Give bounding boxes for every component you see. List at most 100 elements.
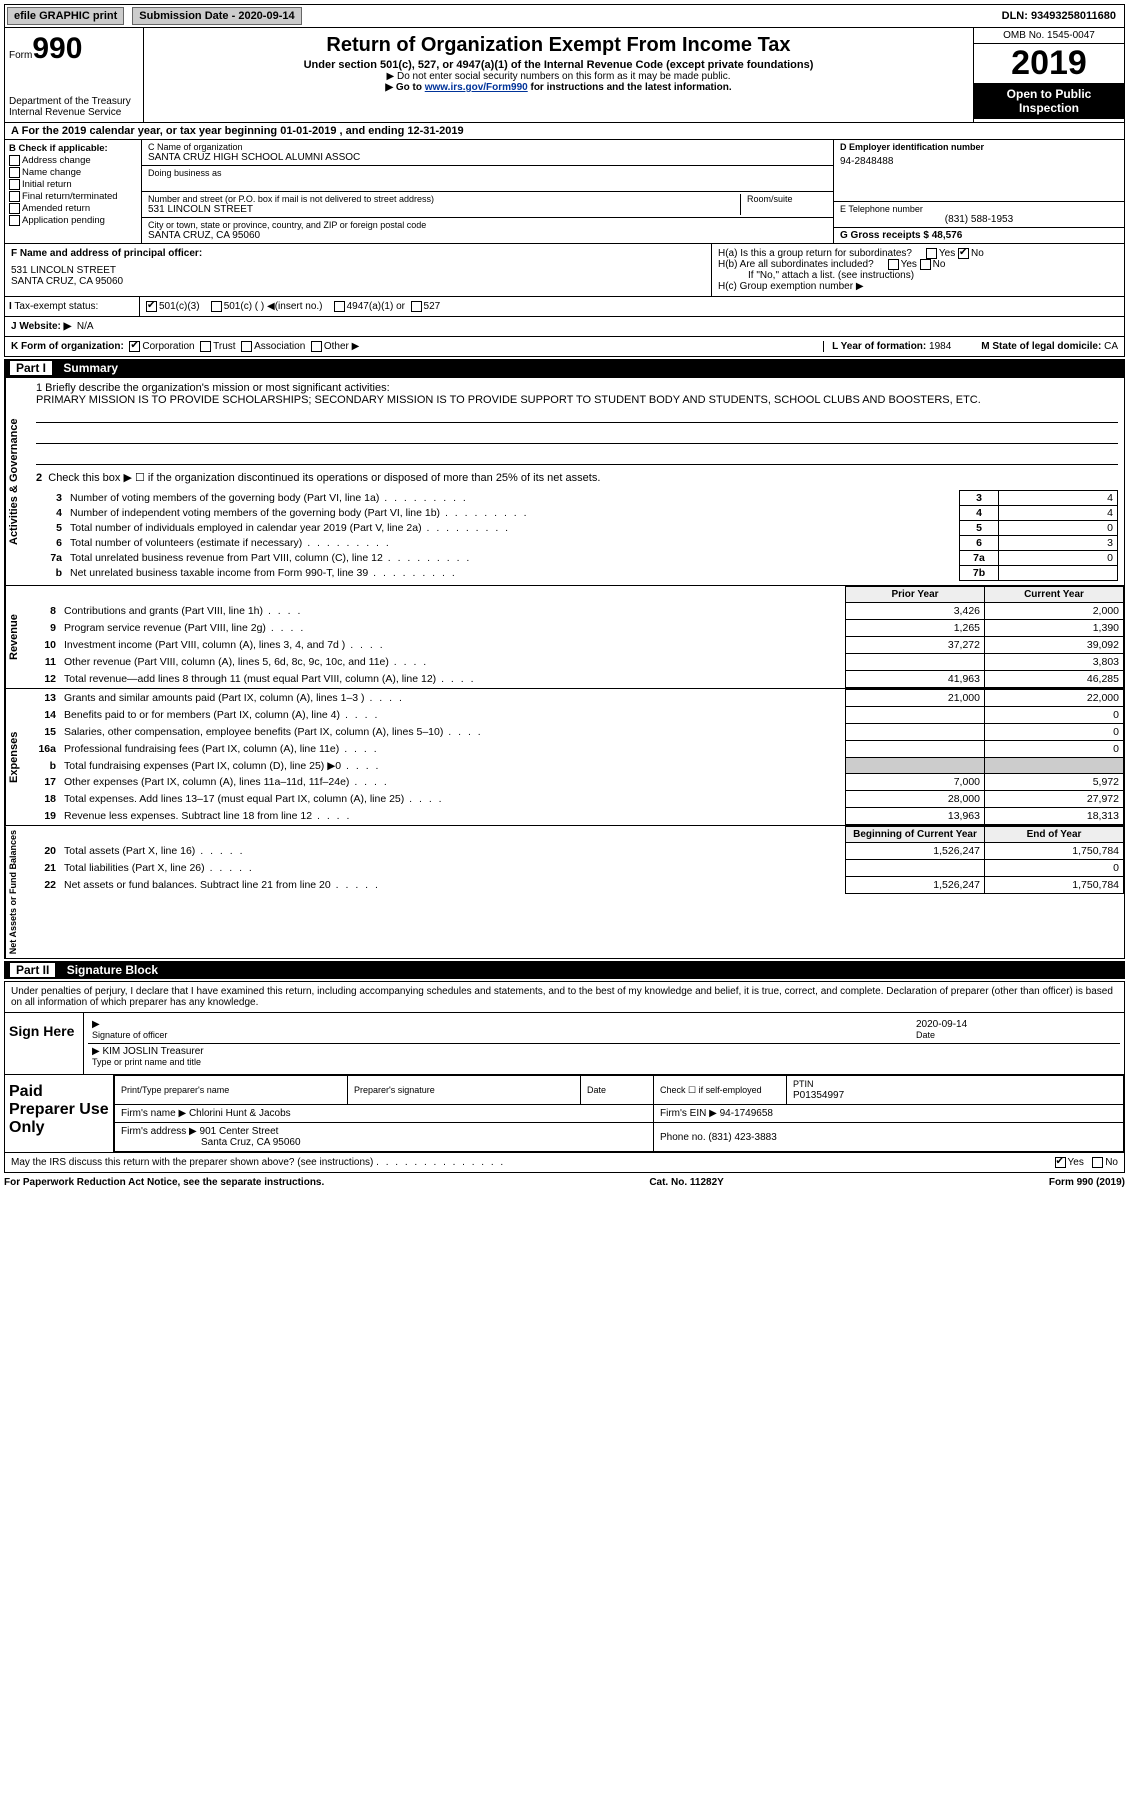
orgname-label: C Name of organization bbox=[148, 142, 827, 152]
dln: DLN: 93493258011680 bbox=[1002, 10, 1122, 22]
prep-sig-cell: Preparer's signature bbox=[348, 1076, 581, 1105]
line2: Check this box ▶ ☐ if the organization d… bbox=[48, 472, 600, 484]
prep-ptin: P01354997 bbox=[793, 1090, 844, 1101]
ha-row: H(a) Is this a group return for subordin… bbox=[718, 248, 1118, 259]
prep-name-cell: Print/Type preparer's name bbox=[115, 1076, 348, 1105]
opt0: Address change bbox=[22, 155, 91, 166]
opt-amended: Amended return bbox=[9, 203, 137, 214]
sig-date: 2020-09-14 bbox=[916, 1019, 967, 1030]
opt2: Initial return bbox=[22, 179, 72, 190]
city-cell: City or town, state or province, country… bbox=[142, 218, 833, 243]
footer-left: For Paperwork Reduction Act Notice, see … bbox=[4, 1177, 324, 1188]
firm-addr-label: Firm's address ▶ bbox=[121, 1126, 200, 1137]
sign-right: ▶Signature of officer 2020-09-14Date ▶ K… bbox=[84, 1013, 1124, 1074]
netassets-content: Beginning of Current YearEnd of Year20To… bbox=[30, 826, 1124, 958]
period-text: For the 2019 calendar year, or tax year … bbox=[22, 125, 464, 137]
sig-officer-label: Signature of officer bbox=[92, 1030, 167, 1040]
revenue-section: Revenue Prior YearCurrent Year8Contribut… bbox=[4, 586, 1125, 689]
website: N/A bbox=[77, 321, 94, 332]
sig-line2: ▶ KIM JOSLIN TreasurerType or print name… bbox=[88, 1044, 1120, 1070]
part2-num: Part II bbox=[10, 963, 55, 977]
vert-revenue: Revenue bbox=[5, 586, 30, 688]
firm-addr1: 901 Center Street bbox=[200, 1126, 279, 1137]
opt-name: Name change bbox=[9, 167, 137, 178]
footer-right: Form 990 (2019) bbox=[1049, 1177, 1125, 1188]
hb-row: H(b) Are all subordinates included? Yes … bbox=[718, 259, 1118, 270]
expenses-content: 13Grants and similar amounts paid (Part … bbox=[30, 689, 1124, 825]
instr2: ▶ Go to www.irs.gov/Form990 for instruct… bbox=[152, 82, 965, 93]
prep-ptin-label: PTIN bbox=[793, 1079, 814, 1089]
sig-name-label: Type or print name and title bbox=[92, 1057, 201, 1067]
subdate-btn[interactable]: Submission Date - 2020-09-14 bbox=[132, 7, 301, 25]
footer-mid: Cat. No. 11282Y bbox=[649, 1177, 723, 1188]
prep-check-label: Check ☐ if self-employed bbox=[660, 1085, 762, 1095]
open-public: Open to Public Inspection bbox=[974, 83, 1124, 119]
form-header: Form990 Department of the Treasury Inter… bbox=[4, 28, 1125, 123]
firm-addr2: Santa Cruz, CA 95060 bbox=[121, 1137, 301, 1148]
part1-header: Part I Summary bbox=[4, 359, 1125, 377]
org-col: C Name of organization SANTA CRUZ HIGH S… bbox=[142, 140, 833, 243]
firm-ein-label: Firm's EIN ▶ bbox=[660, 1108, 720, 1119]
header-left: Form990 Department of the Treasury Inter… bbox=[5, 28, 144, 122]
prep-right: Print/Type preparer's name Preparer's si… bbox=[114, 1075, 1124, 1152]
room-label: Room/suite bbox=[747, 194, 827, 204]
officer-addr: 531 LINCOLN STREET SANTA CRUZ, CA 95060 bbox=[11, 265, 705, 287]
discuss-row: May the IRS discuss this return with the… bbox=[5, 1152, 1124, 1172]
omb: OMB No. 1545-0047 bbox=[974, 28, 1124, 44]
opt1: Name change bbox=[22, 167, 81, 178]
gov-table: 3Number of voting members of the governi… bbox=[36, 490, 1118, 581]
firm-name: Chlorini Hunt & Jacobs bbox=[189, 1108, 291, 1119]
prep-check-cell: Check ☐ if self-employed bbox=[654, 1076, 787, 1105]
ein-label: D Employer identification number bbox=[840, 142, 984, 152]
right-info-col: D Employer identification number 94-2848… bbox=[833, 140, 1124, 243]
instr2-post: for instructions and the latest informat… bbox=[528, 82, 732, 93]
preparer-row: Paid Preparer Use Only Print/Type prepar… bbox=[5, 1074, 1124, 1152]
period-row: A For the 2019 calendar year, or tax yea… bbox=[4, 123, 1125, 140]
tel-cell: E Telephone number (831) 588-1953 bbox=[834, 202, 1124, 228]
prep-name-label: Print/Type preparer's name bbox=[121, 1085, 229, 1095]
efile-btn[interactable]: efile GRAPHIC print bbox=[7, 7, 124, 25]
prep-ptin-cell: PTINP01354997 bbox=[787, 1076, 1124, 1105]
hc-text: H(c) Group exemption number ▶ bbox=[718, 281, 1118, 292]
opt-final: Final return/terminated bbox=[9, 191, 137, 202]
activities-content: 1 Briefly describe the organization's mi… bbox=[30, 378, 1124, 585]
tax-year: 2019 bbox=[974, 44, 1124, 83]
check-if-col: B Check if applicable: Address change Na… bbox=[5, 140, 142, 243]
officer-label: F Name and address of principal officer: bbox=[11, 248, 202, 259]
sig-decl: Under penalties of perjury, I declare th… bbox=[5, 982, 1124, 1012]
gross-cell: G Gross receipts $ 48,576 bbox=[834, 228, 1124, 243]
expenses-section: Expenses 13Grants and similar amounts pa… bbox=[4, 689, 1125, 826]
opt-pending: Application pending bbox=[9, 215, 137, 226]
checkif-label: B Check if applicable: bbox=[9, 143, 108, 154]
vert-expenses: Expenses bbox=[5, 689, 30, 825]
mstate-label: M State of legal domicile: bbox=[981, 341, 1104, 352]
ein-cell: D Employer identification number 94-2848… bbox=[834, 140, 1124, 202]
prep-date-label: Date bbox=[587, 1085, 606, 1095]
page-footer: For Paperwork Reduction Act Notice, see … bbox=[4, 1173, 1125, 1192]
revenue-content: Prior YearCurrent Year8Contributions and… bbox=[30, 586, 1124, 688]
vert-netassets: Net Assets or Fund Balances bbox=[5, 826, 30, 958]
sig-name: KIM JOSLIN Treasurer bbox=[102, 1046, 203, 1057]
instr1: ▶ Do not enter social security numbers o… bbox=[152, 71, 965, 82]
h-cell: H(a) Is this a group return for subordin… bbox=[711, 244, 1124, 296]
ha-text: H(a) Is this a group return for subordin… bbox=[718, 248, 912, 259]
firm-ein-cell: Firm's EIN ▶ 94-1749658 bbox=[654, 1105, 1124, 1123]
lyear: 1984 bbox=[929, 341, 951, 352]
mstate: CA bbox=[1104, 341, 1118, 352]
gross-label: G Gross receipts $ bbox=[840, 230, 932, 241]
sign-here-label: Sign Here bbox=[5, 1013, 84, 1074]
part1-num: Part I bbox=[10, 361, 52, 375]
dba-label: Doing business as bbox=[148, 168, 827, 178]
form-title: Return of Organization Exempt From Incom… bbox=[152, 34, 965, 57]
hb-text: H(b) Are all subordinates included? bbox=[718, 259, 874, 270]
gross: 48,576 bbox=[932, 230, 963, 241]
lyear-label: L Year of formation: bbox=[832, 341, 929, 352]
paid-prep-label: Paid Preparer Use Only bbox=[5, 1075, 114, 1152]
irs-link[interactable]: www.irs.gov/Form990 bbox=[425, 82, 528, 93]
tel: (831) 588-1953 bbox=[840, 214, 1118, 225]
addr-label: Number and street (or P.O. box if mail i… bbox=[148, 194, 740, 204]
top-bar: efile GRAPHIC print Submission Date - 20… bbox=[4, 4, 1125, 28]
firm-ein: 94-1749658 bbox=[720, 1108, 773, 1119]
firm-phone-label: Phone no. bbox=[660, 1132, 708, 1143]
netassets-section: Net Assets or Fund Balances Beginning of… bbox=[4, 826, 1125, 959]
